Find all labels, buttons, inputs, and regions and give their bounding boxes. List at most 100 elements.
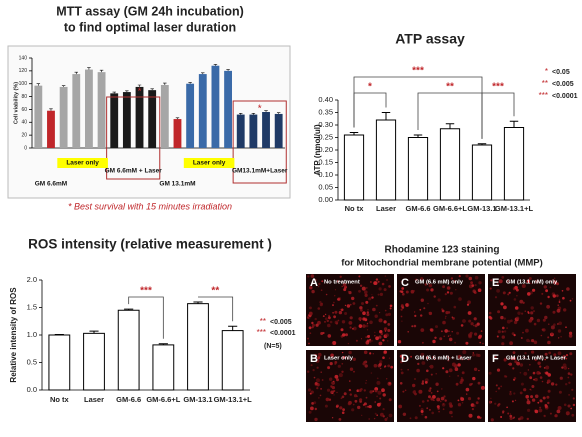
cell-signal [545, 289, 548, 293]
cell-signal [512, 367, 515, 370]
cell-signal [534, 377, 538, 382]
cell-signal [401, 356, 404, 359]
panel-caption: GM (6.6 mM) only [415, 280, 464, 286]
cell-signal [557, 323, 559, 325]
cell-signal [386, 417, 388, 419]
cell-signal [359, 326, 362, 328]
cell-signal [528, 277, 532, 280]
panel-caption: GM (13.1 mM) only [506, 280, 558, 286]
cell-signal [441, 309, 445, 313]
y-tick-label: 40 [21, 120, 27, 126]
cell-signal [500, 416, 503, 418]
cell-signal [420, 277, 424, 281]
cell-signal [561, 290, 564, 292]
cell-signal [312, 369, 315, 372]
cell-signal [511, 332, 515, 335]
cell-signal [381, 282, 385, 286]
cell-signal [353, 370, 355, 373]
cell-signal [506, 327, 508, 329]
cell-signal [420, 298, 424, 302]
cell-signal [455, 382, 459, 386]
cell-signal [447, 335, 450, 337]
cell-signal [509, 392, 512, 396]
cell-signal [465, 341, 469, 345]
cell-signal [359, 284, 363, 287]
cell-signal [519, 416, 524, 420]
error-bar [193, 301, 203, 304]
cell-signal [437, 407, 440, 410]
cell-signal [520, 382, 524, 386]
cell-signal [363, 361, 366, 364]
cell-signal [548, 323, 550, 325]
cell-signal [320, 371, 322, 373]
cell-signal [307, 275, 310, 278]
cell-signal [547, 389, 551, 393]
cell-signal [426, 369, 429, 373]
group-box [106, 96, 161, 180]
cell-signal [501, 330, 504, 333]
cell-signal [365, 336, 368, 338]
bar [236, 114, 245, 148]
cell-signal [508, 362, 512, 366]
cell-signal [334, 374, 339, 379]
cell-signal [563, 403, 567, 407]
legend-stars: *** [257, 328, 266, 337]
cell-signal [338, 373, 343, 378]
x-tick-label: Laser [84, 395, 104, 404]
cell-signal [402, 357, 406, 360]
cell-signal [465, 274, 469, 278]
cell-signal [387, 364, 391, 368]
cell-signal [375, 304, 378, 307]
cell-signal [513, 334, 516, 337]
cell-signal [544, 352, 548, 356]
cell-signal [374, 331, 376, 334]
cell-signal [389, 304, 393, 308]
cell-signal [349, 367, 354, 371]
cell-signal [308, 342, 310, 345]
y-axis-label: ATP (nmol/ul) [313, 124, 322, 176]
cell-signal [438, 410, 440, 413]
cell-signal [500, 302, 504, 306]
cell-signal [520, 337, 523, 339]
cell-signal [532, 371, 536, 375]
cell-signal [379, 402, 382, 405]
cell-signal [317, 285, 320, 288]
note: * Best survival with 15 minutes irradiat… [68, 201, 232, 211]
cell-signal [472, 289, 476, 293]
cell-signal [519, 363, 524, 367]
cell-signal [349, 326, 352, 329]
cell-signal [494, 296, 498, 299]
cell-signal [308, 311, 313, 316]
cell-signal [537, 280, 539, 283]
cell-signal [381, 388, 385, 393]
cell-signal [557, 304, 559, 306]
cell-signal [447, 359, 450, 362]
bar [343, 134, 365, 201]
cell-signal [568, 381, 571, 384]
cell-signal [458, 275, 461, 278]
cell-signal [364, 293, 368, 297]
cell-signal [527, 311, 530, 313]
cell-signal [516, 295, 518, 297]
cell-signal [568, 334, 573, 338]
cell-signal [544, 315, 548, 320]
cell-signal [441, 330, 443, 333]
cell-signal [358, 275, 361, 278]
cell-signal [527, 398, 529, 401]
cell-signal [326, 319, 329, 323]
group-label: GM13.1mM+Laser [232, 168, 288, 175]
cell-signal [436, 390, 439, 393]
cell-signal [531, 339, 535, 343]
cell-signal [386, 279, 388, 281]
cell-signal [352, 357, 356, 361]
x-tick-label: GM-6.6+L [433, 204, 467, 213]
cell-signal [495, 384, 498, 387]
cell-signal [366, 313, 370, 317]
cell-signal [383, 320, 387, 324]
cell-signal [388, 285, 391, 288]
cell-signal [336, 298, 339, 301]
cell-signal [567, 372, 571, 375]
cell-signal [445, 370, 449, 374]
cell-signal [531, 350, 535, 354]
y-tick-label: 0.25 [318, 132, 333, 141]
